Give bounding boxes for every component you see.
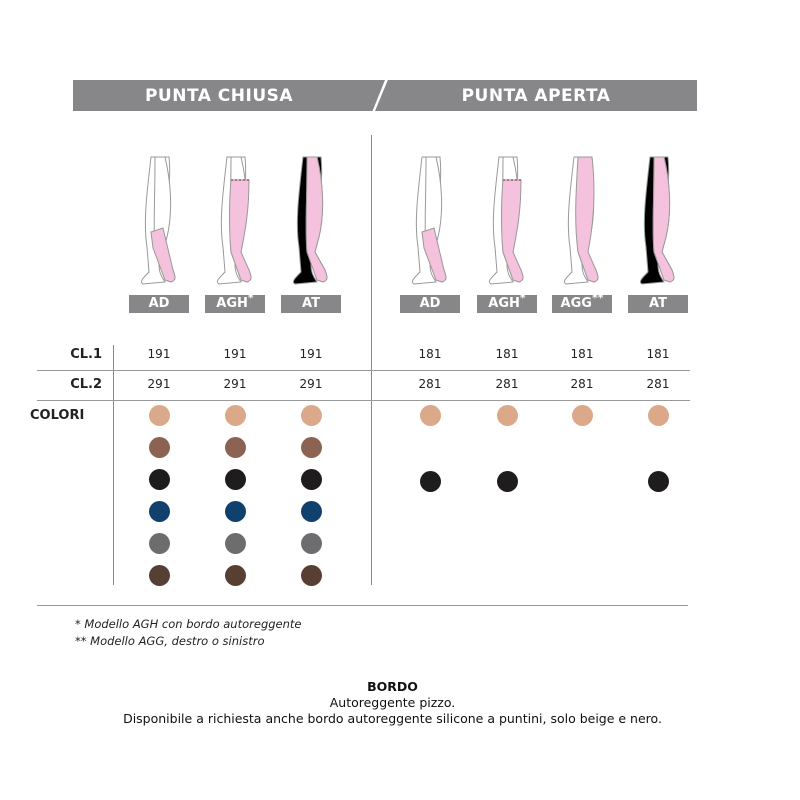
model-label-closed-ad: AD	[129, 295, 189, 313]
bordo-line2: Disponibile a richiesta anche bordo auto…	[123, 711, 662, 726]
row-label-cl1: CL.1	[70, 347, 102, 362]
cl2-code: 291	[147, 377, 171, 391]
color-swatch	[225, 437, 246, 458]
cl1-code: 181	[418, 347, 442, 361]
color-swatch	[572, 405, 593, 426]
color-swatch	[648, 405, 669, 426]
model-label-open-ad: AD	[400, 295, 460, 313]
model-code: AT	[649, 296, 667, 311]
cl1-code: 191	[223, 347, 247, 361]
model-mark: **	[591, 291, 604, 305]
model-code: AGH	[488, 296, 520, 311]
leg-illustration-closed-at	[281, 152, 341, 288]
color-swatch	[301, 501, 322, 522]
divider-rowhead	[113, 345, 114, 585]
color-swatch	[648, 471, 669, 492]
color-swatch	[149, 405, 170, 426]
model-label-closed-agh: AGH*	[205, 291, 265, 313]
color-swatch	[301, 405, 322, 426]
cl2-code: 281	[570, 377, 594, 391]
footnote-2: ** Modello AGG, destro o sinistro	[75, 634, 265, 648]
color-swatch	[149, 533, 170, 554]
color-swatch	[149, 437, 170, 458]
cl1-code: 181	[646, 347, 670, 361]
model-label-open-at: AT	[628, 295, 688, 313]
model-mark: *	[247, 291, 254, 305]
color-swatch	[225, 469, 246, 490]
header-closed-toe: PUNTA CHIUSA	[73, 80, 385, 111]
divider-bottom	[37, 605, 688, 606]
cl2-code: 291	[299, 377, 323, 391]
cl2-code: 291	[223, 377, 247, 391]
cl2-code: 281	[646, 377, 670, 391]
divider-row	[37, 370, 690, 371]
color-swatch	[225, 405, 246, 426]
divider-vertical	[371, 135, 372, 585]
bordo-title: BORDO	[367, 679, 418, 694]
model-label-open-agg: AGG**	[552, 291, 612, 313]
leg-illustration-open-at	[628, 152, 688, 288]
color-swatch	[301, 565, 322, 586]
leg-illustration-closed-agh	[205, 152, 265, 288]
model-code: AT	[302, 296, 320, 311]
header-closed-label: PUNTA CHIUSA	[144, 85, 294, 106]
color-swatch	[301, 469, 322, 490]
model-code: AD	[148, 296, 170, 311]
color-swatch	[149, 469, 170, 490]
divider-row	[37, 400, 690, 401]
leg-illustration-closed-ad	[129, 152, 189, 288]
bordo-line1: Autoreggente pizzo.	[329, 695, 456, 710]
leg-illustration-open-agg	[552, 152, 612, 288]
color-swatch	[497, 405, 518, 426]
color-swatch	[149, 565, 170, 586]
model-label-closed-at: AT	[281, 295, 341, 313]
leg-illustration-open-agh	[477, 152, 537, 288]
cl1-code: 191	[147, 347, 171, 361]
cl2-code: 281	[495, 377, 519, 391]
header-open-label: PUNTA APERTA	[461, 85, 611, 106]
color-swatch	[420, 471, 441, 492]
cl1-code: 191	[299, 347, 323, 361]
row-label-colors: COLORI	[30, 408, 85, 423]
cl1-code: 181	[495, 347, 519, 361]
color-swatch	[301, 533, 322, 554]
model-mark: *	[519, 291, 526, 305]
color-swatch	[149, 501, 170, 522]
color-swatch	[225, 533, 246, 554]
cl1-code: 181	[570, 347, 594, 361]
color-swatch	[225, 565, 246, 586]
row-label-cl2: CL.2	[70, 377, 102, 392]
header-open-toe: PUNTA APERTA	[375, 80, 697, 111]
color-swatch	[420, 405, 441, 426]
model-code: AD	[419, 296, 441, 311]
color-swatch	[301, 437, 322, 458]
color-swatch	[225, 501, 246, 522]
model-code: AGH	[216, 296, 248, 311]
leg-illustration-open-ad	[400, 152, 460, 288]
cl2-code: 281	[418, 377, 442, 391]
footnote-1: * Modello AGH con bordo autoreggente	[75, 617, 302, 631]
model-label-open-agh: AGH*	[477, 291, 537, 313]
model-code: AGG	[560, 296, 592, 311]
color-swatch	[497, 471, 518, 492]
